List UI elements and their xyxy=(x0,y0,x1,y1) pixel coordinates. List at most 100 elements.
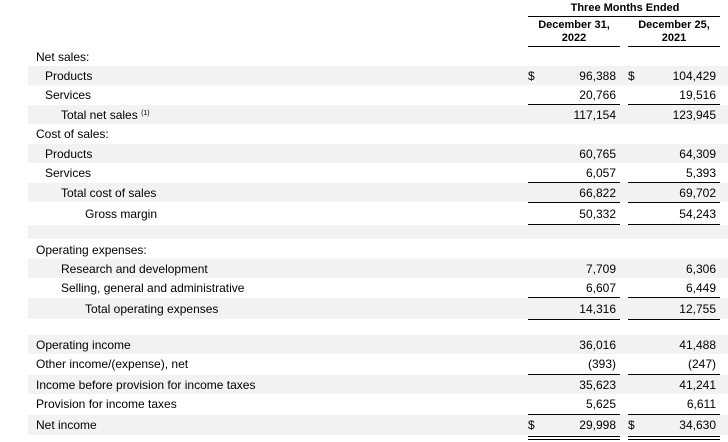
value-2021: 54,243 xyxy=(679,206,716,221)
header-col1-line1: December 31, xyxy=(538,19,610,31)
table-row: Research and development 7,709 6,306 xyxy=(28,259,728,278)
header-col1-rule xyxy=(528,46,620,47)
table-row: Operating income 36,016 41,488 xyxy=(28,335,728,354)
row-label: Cost of sales: xyxy=(36,126,109,141)
row-label: Gross margin xyxy=(85,206,158,221)
value-2021: 123,945 xyxy=(672,107,716,122)
header-rule xyxy=(528,16,720,17)
table-row: Income before provision for income taxes… xyxy=(28,375,728,394)
table-row: Products $ 96,388 $ 104,429 xyxy=(28,66,728,85)
subtotal-rule xyxy=(528,374,620,375)
total-rule xyxy=(528,319,620,320)
table-row: Selling, general and administrative 6,60… xyxy=(28,278,728,297)
table-row: Provision for income taxes 5,625 6,611 xyxy=(28,394,728,413)
value-2022: 96,388 xyxy=(579,68,616,83)
row-label: Total operating expenses xyxy=(85,301,219,316)
currency-symbol: $ xyxy=(628,68,635,83)
header-period-group: Three Months Ended xyxy=(570,2,680,14)
subtotal-rule xyxy=(628,202,720,203)
header-col2: December 25, 2021 xyxy=(628,19,720,45)
total-rule xyxy=(528,224,620,225)
header-col2-line2: 2021 xyxy=(661,32,687,44)
row-label: Net income xyxy=(36,418,97,432)
value-2021: 64,309 xyxy=(679,146,716,161)
row-label: Selling, general and administrative xyxy=(61,280,245,295)
spacer-row xyxy=(28,320,728,334)
table-row: Other income/(expense), net (393) (247) xyxy=(28,354,728,373)
row-label: Services xyxy=(45,87,92,102)
currency-symbol: $ xyxy=(528,418,535,432)
value-2021: (247) xyxy=(687,356,716,371)
subtotal-rule xyxy=(528,104,620,105)
row-label: Research and development xyxy=(61,261,208,276)
double-rule xyxy=(528,439,620,440)
table-row: Cost of sales: xyxy=(28,124,728,143)
value-2022: 50,332 xyxy=(579,206,616,221)
table-row: Gross margin 50,332 54,243 xyxy=(28,203,728,224)
subtotal-rule xyxy=(628,414,720,415)
currency-symbol: $ xyxy=(628,418,635,432)
row-label: Services xyxy=(45,165,92,180)
table-row: Services 20,766 19,516 xyxy=(28,85,728,104)
value-2021: 104,429 xyxy=(672,68,716,83)
row-label: Total net sales (1) xyxy=(61,108,150,122)
table-row: Total cost of sales 66,822 69,702 xyxy=(28,183,728,202)
value-2021: 6,306 xyxy=(685,261,716,276)
subtotal-rule xyxy=(528,182,620,183)
subtotal-rule xyxy=(628,182,720,183)
row-label: Products xyxy=(45,68,93,83)
value-2021: 12,755 xyxy=(679,301,716,316)
row-label: Provision for income taxes xyxy=(36,396,177,411)
double-rule xyxy=(628,436,720,437)
row-label: Income before provision for income taxes xyxy=(36,377,256,392)
value-2022: 36,016 xyxy=(579,337,616,352)
row-label: Other income/(expense), net xyxy=(36,356,189,371)
row-label: Net sales: xyxy=(36,49,90,64)
table-row: Operating expenses: xyxy=(28,240,728,259)
row-label: Products xyxy=(45,146,93,161)
row-label: Operating income xyxy=(36,337,131,352)
header-col1-line2: 2022 xyxy=(561,32,587,44)
value-2022: 6,607 xyxy=(585,280,616,295)
header-col1: December 31, 2022 xyxy=(528,19,620,45)
subtotal-rule xyxy=(628,374,720,375)
table-row: Products 60,765 64,309 xyxy=(28,144,728,163)
spacer-row xyxy=(28,225,728,239)
table-row: Net sales: xyxy=(28,47,728,66)
value-2022: 7,709 xyxy=(585,261,616,276)
double-rule xyxy=(528,436,620,437)
subtotal-rule xyxy=(528,414,620,415)
table-row: Total net sales (1) 117,154 123,945 xyxy=(28,105,728,124)
table-row: Net income $ 29,998 $ 34,630 xyxy=(28,415,728,435)
value-2022: 5,625 xyxy=(585,396,616,411)
total-rule xyxy=(628,224,720,225)
value-2021: 19,516 xyxy=(679,87,716,102)
value-2021: 5,393 xyxy=(685,165,716,180)
value-2022: 29,998 xyxy=(579,418,616,432)
value-2021: 41,241 xyxy=(679,377,716,392)
value-2021: 6,611 xyxy=(686,396,716,411)
currency-symbol: $ xyxy=(528,68,535,83)
row-label: Operating expenses: xyxy=(36,242,147,257)
header-col2-line1: December 25, xyxy=(638,19,710,31)
table-row: Services 6,057 5,393 xyxy=(28,163,728,182)
value-2021: 6,449 xyxy=(685,280,716,295)
value-2022: 6,057 xyxy=(585,165,616,180)
row-label-text: Total net sales xyxy=(61,107,138,122)
value-2021: 41,488 xyxy=(679,337,716,352)
value-2022: 117,154 xyxy=(573,107,617,122)
double-rule xyxy=(628,439,720,440)
subtotal-rule xyxy=(528,202,620,203)
row-label: Total cost of sales xyxy=(61,185,157,200)
total-rule xyxy=(628,319,720,320)
value-2022: (393) xyxy=(587,356,616,371)
footnote-marker: (1) xyxy=(141,109,150,117)
value-2021: 34,630 xyxy=(679,418,716,432)
value-2022: 66,822 xyxy=(579,185,616,200)
value-2022: 35,623 xyxy=(579,377,616,392)
table-row: Total operating expenses 14,316 12,755 xyxy=(28,298,728,319)
value-2022: 20,766 xyxy=(579,87,616,102)
subtotal-rule xyxy=(528,297,620,298)
subtotal-rule xyxy=(628,104,720,105)
